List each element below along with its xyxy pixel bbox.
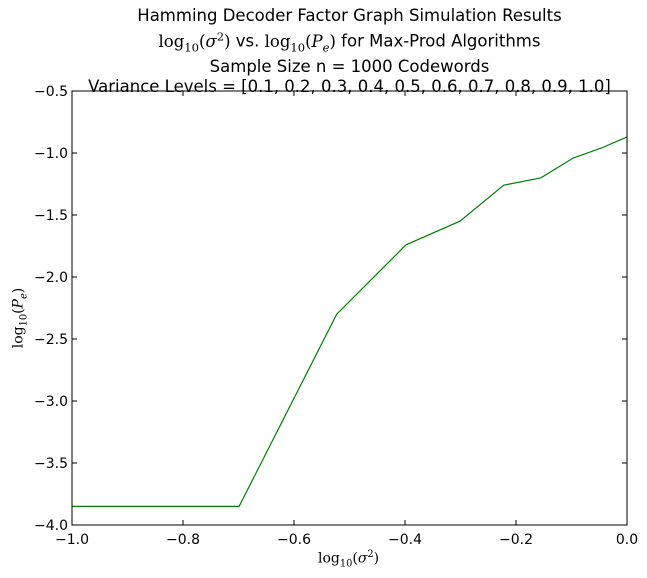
title-line-3: Sample Size n = 1000 Codewords: [209, 56, 490, 76]
x-tick-label: −0.8: [166, 532, 200, 548]
x-tick-label: −0.6: [277, 532, 311, 548]
x-tick-label: 0.0: [616, 532, 638, 548]
y-tick-label: −4.0: [34, 518, 68, 534]
x-tick-label: −0.2: [499, 532, 533, 548]
data-layer: [72, 136, 628, 507]
y-tick-label: −1.5: [34, 208, 68, 224]
title-math-log-pe: log10(Pe): [264, 31, 336, 54]
title-line-1: Hamming Decoder Factor Graph Simulation …: [137, 6, 562, 25]
title-line-2: log10(σ2) vs. log10(Pe) for Max-Prod Alg…: [158, 29, 541, 54]
x-axis-label: log10(σ2): [318, 549, 380, 570]
plot-frame: [71, 90, 628, 526]
y-tick-label: −1.0: [34, 146, 68, 162]
x-tick-label: −1.0: [55, 532, 89, 548]
y-axis-label: log10(Pe): [10, 287, 30, 349]
y-tick-label: −0.5: [34, 84, 68, 100]
y-tick-label: −2.5: [34, 332, 68, 348]
y-tick-label: −2.0: [34, 270, 68, 286]
y-tick-label: −3.0: [34, 394, 68, 410]
x-tick-label: −0.4: [388, 532, 422, 548]
ticks-layer: −1.0 −0.8 −0.6 −0.4 −0.2 0.0 −0.5 −1.0 −1.5 −2.0 −…: [34, 84, 638, 548]
title-math-log-sigma: log10(σ2): [158, 29, 231, 54]
series-line: [72, 136, 628, 507]
y-tick-label: −3.5: [34, 456, 68, 472]
